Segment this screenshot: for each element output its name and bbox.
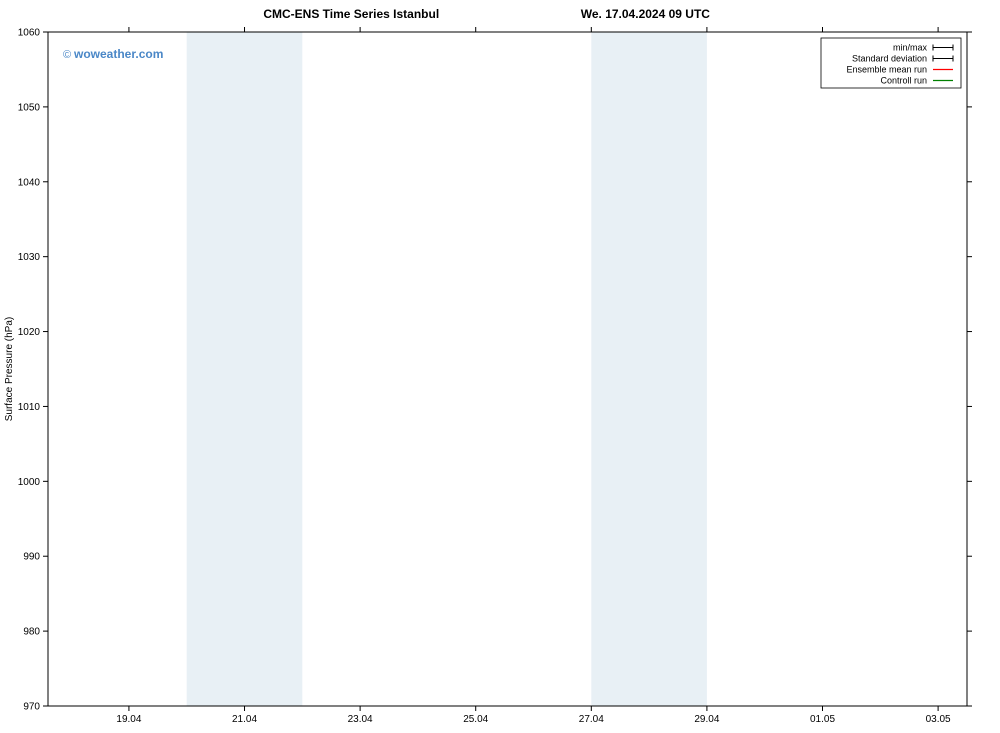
weekend-band xyxy=(187,32,303,706)
legend-label: Standard deviation xyxy=(852,54,927,64)
y-tick-label: 980 xyxy=(23,627,40,638)
x-tick-label: 27.04 xyxy=(579,714,604,725)
x-tick-label: 25.04 xyxy=(463,714,488,725)
y-tick-label: 1040 xyxy=(18,177,41,188)
x-tick-label: 19.04 xyxy=(116,714,141,725)
chart-title-right: We. 17.04.2024 09 UTC xyxy=(581,7,711,21)
y-tick-label: 1000 xyxy=(18,477,41,488)
watermark-copyright: © xyxy=(63,49,71,61)
y-tick-label: 970 xyxy=(23,702,40,713)
weekend-band xyxy=(591,32,707,706)
plot-border xyxy=(48,32,967,706)
y-tick-label: 1020 xyxy=(18,327,41,338)
x-tick-label: 01.05 xyxy=(810,714,835,725)
watermark-text: woweather.com xyxy=(73,47,163,61)
watermark: ©woweather.com xyxy=(63,47,163,61)
legend-label: Controll run xyxy=(880,76,927,86)
x-tick-label: 23.04 xyxy=(348,714,373,725)
surface-pressure-chart: 970 980 990 1000 1010 1020 1030 1040 1050 1060 19.… xyxy=(0,0,1000,733)
y-tick-label: 1050 xyxy=(18,102,41,113)
y-axis-title: Surface Pressure (hPa) xyxy=(4,317,15,422)
x-tick-label: 03.05 xyxy=(926,714,951,725)
y-tick-label: 990 xyxy=(23,552,40,563)
legend: min/maxStandard deviationEnsemble mean r… xyxy=(821,38,961,88)
x-tick-label: 29.04 xyxy=(694,714,719,725)
chart-container: 970 980 990 1000 1010 1020 1030 1040 1050 1060 19.… xyxy=(0,0,1000,733)
chart-title-left: CMC-ENS Time Series Istanbul xyxy=(263,7,439,21)
legend-label: min/max xyxy=(893,43,928,53)
y-tick-label: 1030 xyxy=(18,252,41,263)
legend-label: Ensemble mean run xyxy=(846,65,927,75)
y-tick-label: 1060 xyxy=(18,28,41,39)
x-tick-label: 21.04 xyxy=(232,714,257,725)
y-tick-label: 1010 xyxy=(18,402,41,413)
